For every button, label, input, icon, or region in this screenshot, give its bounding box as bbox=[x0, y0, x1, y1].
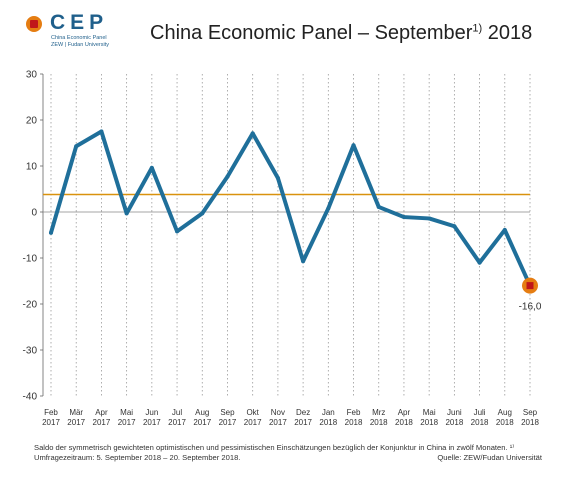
highlight-data-label: -16,0 bbox=[519, 302, 542, 313]
chart-title-main: China Economic Panel – September bbox=[150, 22, 473, 44]
data-point bbox=[376, 204, 381, 209]
x-tick-label-month: Feb bbox=[347, 408, 361, 417]
x-tick-label-year: 2018 bbox=[319, 418, 337, 427]
x-tick-label-year: 2018 bbox=[345, 418, 363, 427]
data-point bbox=[401, 215, 406, 220]
logo-text: CEP bbox=[50, 11, 109, 34]
data-point bbox=[124, 211, 129, 216]
x-tick-label-year: 2017 bbox=[193, 418, 211, 427]
data-point bbox=[275, 175, 280, 180]
data-point bbox=[175, 229, 180, 234]
x-tick-label-month: Jan bbox=[322, 408, 335, 417]
data-point bbox=[250, 131, 255, 136]
y-tick-label: 0 bbox=[31, 208, 37, 219]
x-tick-label-month: Jul bbox=[172, 408, 182, 417]
x-tick-label-year: 2017 bbox=[244, 418, 262, 427]
data-point bbox=[99, 129, 104, 134]
x-tick-label-year: 2018 bbox=[395, 418, 413, 427]
data-point bbox=[200, 211, 205, 216]
x-tick-label-year: 2018 bbox=[521, 418, 539, 427]
line-chart: 3020100-10-20-30-40Feb2017Mär2017Apr2017… bbox=[23, 70, 542, 428]
x-tick-label-month: Mär bbox=[69, 408, 83, 417]
logo-subline-2: ZEW | Fudan University bbox=[51, 42, 109, 48]
data-point bbox=[74, 144, 79, 149]
data-point bbox=[49, 230, 53, 235]
footnote: Saldo der symmetrisch gewichteten optimi… bbox=[34, 443, 515, 462]
x-tick-label-month: Sep bbox=[523, 408, 538, 417]
x-tick-label-month: Mai bbox=[423, 408, 436, 417]
x-tick-label-year: 2017 bbox=[168, 418, 186, 427]
data-point bbox=[477, 260, 482, 265]
x-tick-label-month: Feb bbox=[44, 408, 58, 417]
y-tick-label: 30 bbox=[26, 70, 38, 81]
x-tick-label-year: 2017 bbox=[219, 418, 237, 427]
y-tick-label: 10 bbox=[26, 162, 38, 173]
x-tick-label-year: 2017 bbox=[93, 418, 111, 427]
x-tick-label-year: 2018 bbox=[370, 418, 388, 427]
x-tick-label-year: 2017 bbox=[67, 418, 85, 427]
x-tick-label-year: 2018 bbox=[496, 418, 514, 427]
x-tick-label-month: Aug bbox=[498, 408, 512, 417]
y-tick-label: -30 bbox=[23, 346, 38, 357]
x-tick-label-year: 2017 bbox=[294, 418, 312, 427]
x-tick-label-year: 2018 bbox=[420, 418, 438, 427]
data-point bbox=[326, 206, 331, 211]
data-point bbox=[427, 216, 432, 221]
x-tick-label-year: 2017 bbox=[42, 418, 60, 427]
x-tick-label-year: 2017 bbox=[118, 418, 136, 427]
chart-title: China Economic Panel – September1) 2018 bbox=[150, 22, 532, 45]
x-tick-label-month: Dez bbox=[296, 408, 310, 417]
data-point bbox=[149, 165, 154, 170]
x-tick-label-month: Apr bbox=[398, 408, 411, 417]
x-tick-label-month: Jun bbox=[145, 408, 158, 417]
x-tick-label-month: Aug bbox=[195, 408, 209, 417]
x-tick-label-month: Juni bbox=[447, 408, 462, 417]
x-tick-label-month: Okt bbox=[246, 408, 259, 417]
cep-logo: CEP China Economic Panel ZEW | Fudan Uni… bbox=[24, 11, 134, 54]
x-tick-label-month: Mai bbox=[120, 408, 133, 417]
x-tick-label-month: Sep bbox=[220, 408, 235, 417]
data-point bbox=[351, 143, 356, 148]
data-point bbox=[502, 227, 507, 232]
y-tick-label: -20 bbox=[23, 300, 38, 311]
x-tick-label-year: 2017 bbox=[269, 418, 287, 427]
data-point bbox=[452, 224, 457, 229]
data-point bbox=[225, 174, 230, 179]
x-tick-label-month: Juli bbox=[474, 408, 486, 417]
chart-title-year: 2018 bbox=[487, 22, 533, 44]
series-line bbox=[49, 129, 532, 288]
data-point bbox=[301, 259, 306, 264]
x-tick-label-month: Mrz bbox=[372, 408, 385, 417]
y-tick-label: -40 bbox=[23, 392, 38, 403]
chart-title-footnote-mark: 1) bbox=[472, 22, 483, 35]
x-tick-label-year: 2018 bbox=[445, 418, 463, 427]
logo-subline-1: China Economic Panel bbox=[51, 35, 107, 41]
cep-logo-badge-icon bbox=[26, 16, 42, 32]
highlight-marker-inner bbox=[526, 282, 534, 290]
x-tick-label-month: Apr bbox=[95, 408, 108, 417]
x-tick-label-year: 2017 bbox=[143, 418, 161, 427]
source-note: Quelle: ZEW/Fudan Universität bbox=[437, 453, 542, 462]
y-tick-label: -10 bbox=[23, 254, 38, 265]
y-tick-label: 20 bbox=[26, 116, 38, 127]
x-tick-label-month: Nov bbox=[271, 408, 285, 417]
x-tick-label-year: 2018 bbox=[471, 418, 489, 427]
